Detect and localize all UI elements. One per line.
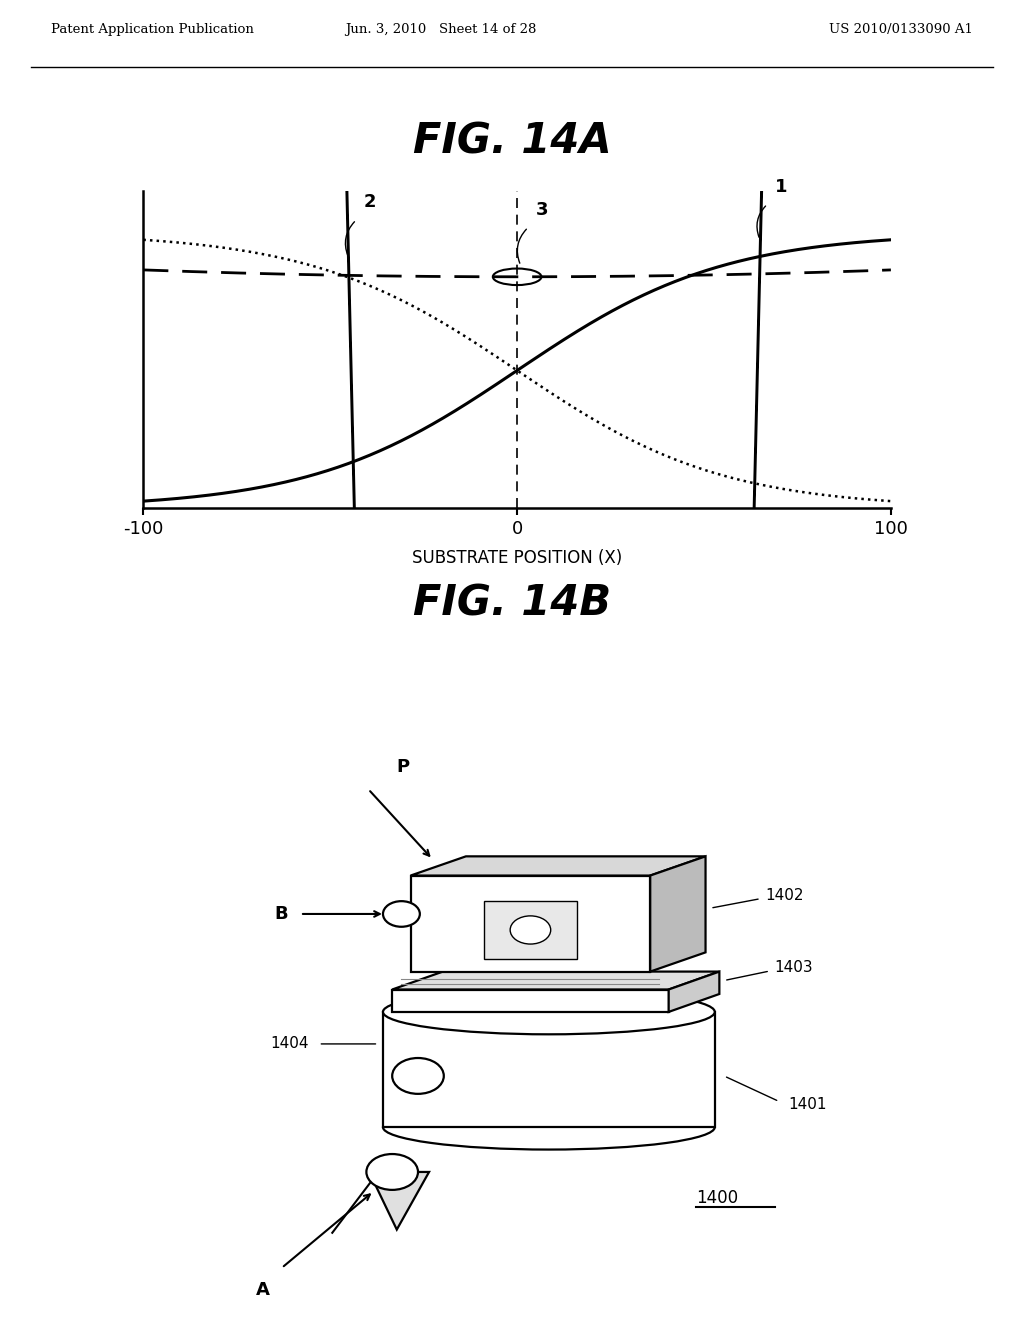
Polygon shape [392, 990, 669, 1012]
Text: 1401: 1401 [788, 1097, 827, 1113]
Circle shape [367, 1154, 418, 1189]
Text: 2: 2 [364, 194, 377, 211]
Text: A: A [256, 1280, 270, 1299]
Text: Jun. 3, 2010   Sheet 14 of 28: Jun. 3, 2010 Sheet 14 of 28 [345, 22, 536, 36]
Text: 1400: 1400 [696, 1188, 738, 1206]
Circle shape [383, 902, 420, 927]
Text: Patent Application Publication: Patent Application Publication [51, 22, 254, 36]
Text: FIG. 14A: FIG. 14A [413, 121, 611, 162]
Text: (X): (X) [577, 975, 597, 989]
Polygon shape [650, 857, 706, 972]
Text: 1: 1 [775, 178, 787, 195]
Polygon shape [392, 972, 720, 990]
X-axis label: SUBSTRATE POSITION (X): SUBSTRATE POSITION (X) [412, 549, 623, 568]
Text: FIG. 14B: FIG. 14B [413, 583, 611, 624]
Polygon shape [411, 875, 650, 972]
Polygon shape [370, 1172, 429, 1230]
Polygon shape [383, 1012, 715, 1127]
Text: 1402: 1402 [766, 888, 804, 903]
Text: B: B [274, 906, 289, 923]
Polygon shape [669, 972, 720, 1012]
Circle shape [392, 1059, 443, 1094]
Text: US 2010/0133090 A1: US 2010/0133090 A1 [829, 22, 973, 36]
Polygon shape [411, 857, 706, 875]
Text: 1403: 1403 [775, 960, 813, 975]
Text: P: P [396, 758, 409, 776]
Ellipse shape [383, 1105, 715, 1150]
Ellipse shape [383, 990, 715, 1035]
Circle shape [510, 916, 551, 944]
Polygon shape [484, 902, 577, 958]
Text: 3: 3 [536, 201, 548, 219]
Text: 1404: 1404 [270, 1036, 309, 1052]
